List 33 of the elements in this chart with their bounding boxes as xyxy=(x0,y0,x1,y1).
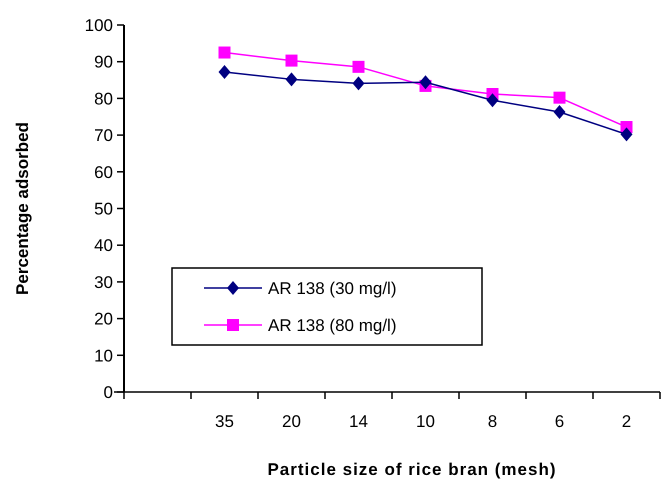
y-tick-label: 30 xyxy=(94,272,113,292)
x-tick-label: 14 xyxy=(349,412,368,431)
y-tick-label: 70 xyxy=(94,126,113,146)
x-tick-label: 8 xyxy=(488,412,498,431)
x-axis-title: Particle size of rice bran (mesh) xyxy=(267,460,557,479)
x-tick-label: 6 xyxy=(554,412,564,431)
y-axis-title: Percentage adsorbed xyxy=(13,122,32,295)
point xyxy=(286,72,298,86)
x-tick-label: 35 xyxy=(215,412,234,431)
y-tick-label: 0 xyxy=(104,382,113,402)
point xyxy=(486,93,498,108)
point xyxy=(420,75,432,90)
y-tick-label: 60 xyxy=(94,162,113,182)
point xyxy=(554,92,566,104)
legend-label: AR 138 (30 mg/l) xyxy=(268,278,396,298)
point xyxy=(352,60,364,73)
point xyxy=(218,64,230,79)
x-tick-label: 20 xyxy=(282,412,301,431)
point xyxy=(286,54,298,67)
y-tick-label: 40 xyxy=(94,236,113,256)
x-tick-label: 2 xyxy=(622,412,632,431)
y-tick-label: 90 xyxy=(94,52,113,72)
point xyxy=(218,46,230,59)
y-tick-label: 10 xyxy=(94,346,113,366)
point xyxy=(620,127,632,142)
y-tick-label: 20 xyxy=(94,310,113,329)
point xyxy=(554,104,566,119)
point xyxy=(352,76,364,90)
legend-label: AR 138 (80 mg/l) xyxy=(268,316,396,335)
y-tick-label: 50 xyxy=(94,199,113,218)
x-tick-label: 10 xyxy=(416,412,435,431)
y-tick-label: 100 xyxy=(84,16,113,35)
y-tick-label: 80 xyxy=(94,89,113,108)
